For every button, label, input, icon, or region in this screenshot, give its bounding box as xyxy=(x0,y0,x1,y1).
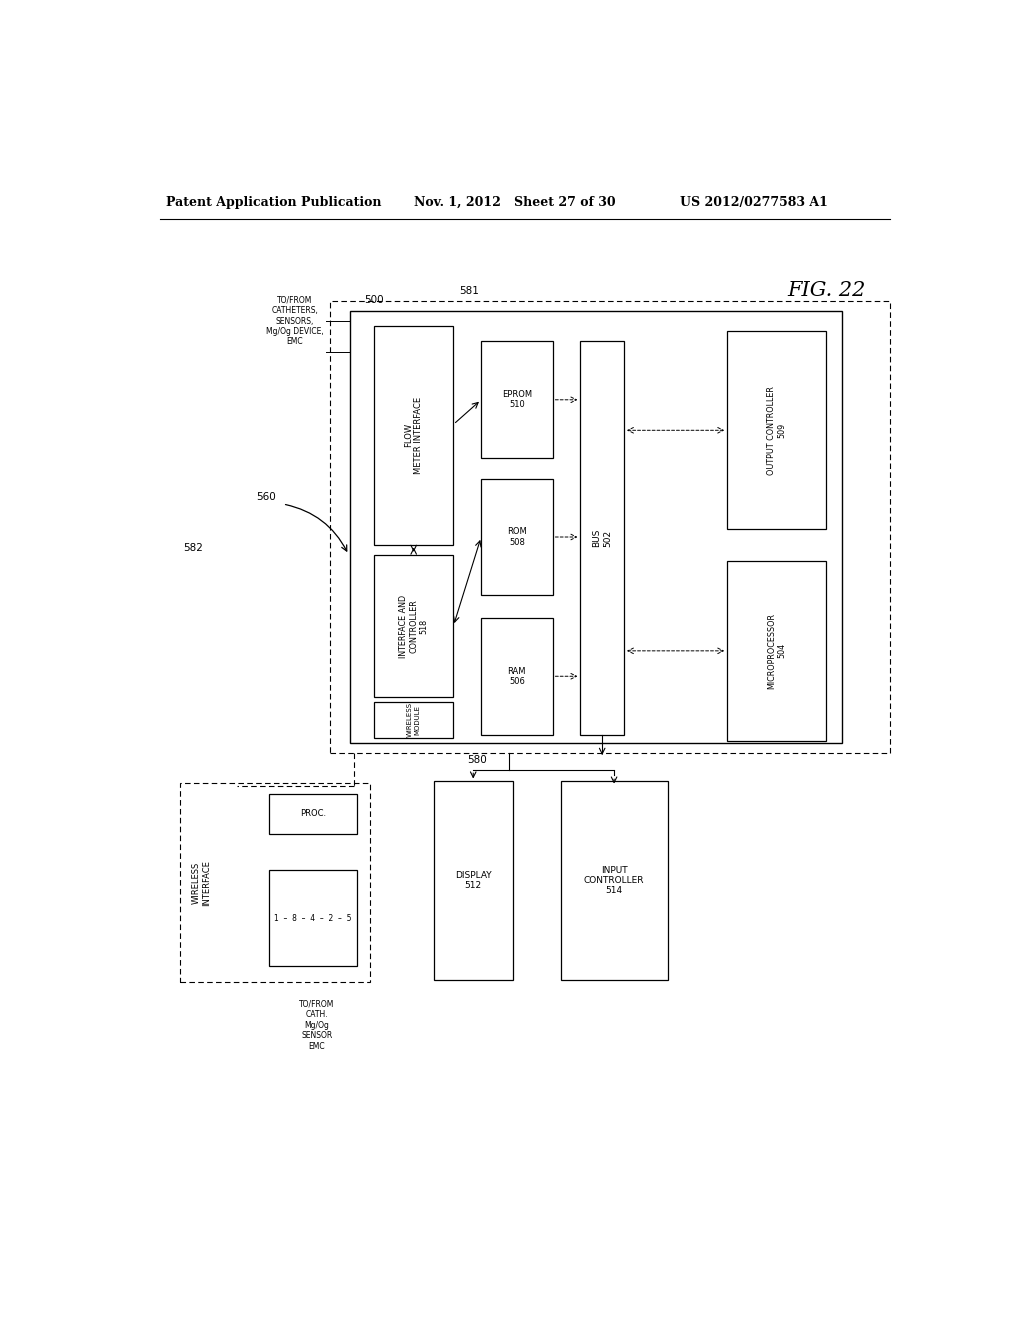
Text: INPUT
CONTROLLER
514: INPUT CONTROLLER 514 xyxy=(584,866,644,895)
Bar xyxy=(727,561,826,741)
Bar xyxy=(560,781,668,979)
Text: Nov. 1, 2012   Sheet 27 of 30: Nov. 1, 2012 Sheet 27 of 30 xyxy=(414,195,615,209)
Bar xyxy=(433,781,513,979)
Text: 500: 500 xyxy=(364,294,383,305)
Text: TO/FROM
CATH.
Mg/Og
SENSOR
EMC: TO/FROM CATH. Mg/Og SENSOR EMC xyxy=(299,1001,335,1051)
Text: WIRELESS
INTERFACE: WIRELESS INTERFACE xyxy=(191,859,211,906)
Text: TO/FROM
CATHETERS,
SENSORS,
Mg/Og DEVICE,
EMC: TO/FROM CATHETERS, SENSORS, Mg/Og DEVICE… xyxy=(266,296,324,346)
Text: MICROPROCESSOR
504: MICROPROCESSOR 504 xyxy=(767,612,786,689)
Text: ROM
508: ROM 508 xyxy=(507,527,526,546)
Bar xyxy=(374,702,454,738)
Bar xyxy=(331,301,890,752)
Text: EPROM
510: EPROM 510 xyxy=(502,391,531,409)
Text: BUS
502: BUS 502 xyxy=(593,529,612,548)
Text: FIG. 22: FIG. 22 xyxy=(787,281,865,300)
Text: US 2012/0277583 A1: US 2012/0277583 A1 xyxy=(680,195,827,209)
Bar xyxy=(269,793,356,834)
Text: 560: 560 xyxy=(257,492,276,502)
Bar xyxy=(350,312,842,743)
Text: 581: 581 xyxy=(460,285,479,296)
Text: FLOW
METER INTERFACE: FLOW METER INTERFACE xyxy=(404,397,423,474)
Text: INTERFACE AND
CONTROLLER
518: INTERFACE AND CONTROLLER 518 xyxy=(398,594,429,657)
Bar xyxy=(727,331,826,529)
Bar xyxy=(481,618,553,735)
Text: 580: 580 xyxy=(467,755,487,766)
Bar xyxy=(179,784,370,982)
Text: Patent Application Publication: Patent Application Publication xyxy=(166,195,382,209)
Text: 1  –  8  –  4  –  2  –  5: 1 – 8 – 4 – 2 – 5 xyxy=(274,913,351,923)
Bar xyxy=(481,342,553,458)
Bar xyxy=(481,479,553,595)
Bar xyxy=(581,342,624,735)
Text: DISPLAY
512: DISPLAY 512 xyxy=(455,871,492,890)
Bar xyxy=(269,870,356,966)
Text: OUTPUT CONTROLLER
509: OUTPUT CONTROLLER 509 xyxy=(767,385,786,475)
Bar xyxy=(374,554,454,697)
Text: PROC.: PROC. xyxy=(300,809,326,818)
Text: RAM
506: RAM 506 xyxy=(508,667,526,686)
Text: 582: 582 xyxy=(183,543,203,553)
Text: WIRELESS
MODULE: WIRELESS MODULE xyxy=(408,702,420,738)
Bar xyxy=(374,326,454,545)
